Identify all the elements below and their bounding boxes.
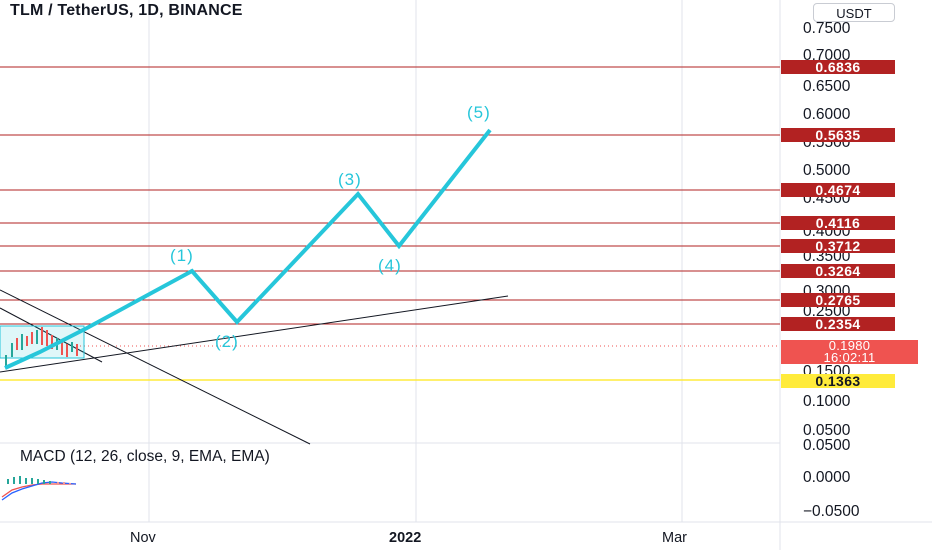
- macd-tick: −0.0500: [803, 503, 860, 520]
- wave-label-5[interactable]: (5): [467, 103, 491, 122]
- candle: [26, 336, 28, 346]
- price-tick: 0.2500: [803, 303, 851, 320]
- macd-tick: 0.0500: [803, 437, 851, 454]
- level-tag[interactable]: 0.5635: [781, 128, 895, 142]
- wave-label-3[interactable]: (3): [338, 170, 362, 189]
- macd-tick: 0.0000: [803, 469, 851, 486]
- level-tag[interactable]: 0.2765: [781, 293, 895, 307]
- price-tick: 0.0500: [803, 422, 851, 439]
- candle: [41, 327, 43, 345]
- time-label-mar: Mar: [662, 530, 687, 546]
- elliott-wave-path[interactable]: [4, 128, 492, 370]
- ascending-trendline[interactable]: [0, 295, 509, 373]
- candle: [5, 355, 7, 368]
- candlesticks: [5, 327, 78, 368]
- price-tick: 0.6500: [803, 78, 851, 95]
- level-tag[interactable]: 0.2354: [781, 317, 895, 331]
- candle: [11, 343, 13, 357]
- candle: [36, 330, 38, 344]
- candle: [31, 332, 33, 344]
- candle: [51, 335, 53, 349]
- candle: [46, 330, 48, 346]
- wave-label-4[interactable]: (4): [378, 256, 402, 275]
- level-tag[interactable]: 0.4116: [781, 216, 895, 230]
- macd-histogram: [7, 476, 51, 484]
- candle: [21, 334, 23, 350]
- descending-trendline[interactable]: [0, 289, 311, 445]
- price-tick: 0.6000: [803, 106, 851, 123]
- candle: [61, 341, 63, 355]
- price-tick: 0.7000: [803, 47, 851, 64]
- time-label-2022: 2022: [389, 530, 422, 546]
- level-tag[interactable]: 0.4674: [781, 183, 895, 197]
- trend-lines[interactable]: [0, 289, 509, 445]
- level-tag[interactable]: 0.3712: [781, 239, 895, 253]
- candle: [76, 344, 78, 356]
- current-price-tag: 0.1980 16:02:11: [781, 338, 918, 365]
- wave-label-2[interactable]: (2): [215, 332, 239, 351]
- macd-signal-line: [1, 483, 76, 498]
- current-price-value: 0.1980: [828, 338, 871, 353]
- macd-plot: [1, 476, 77, 501]
- candle: [71, 342, 73, 352]
- support-tag[interactable]: 0.1363: [781, 374, 895, 388]
- time-grid: [148, 0, 683, 522]
- macd-indicator-title[interactable]: MACD (12, 26, close, 9, EMA, EMA): [20, 448, 270, 465]
- level-tag[interactable]: 0.3264: [781, 264, 895, 278]
- time-label-nov: Nov: [130, 530, 156, 546]
- price-tick: 0.5000: [803, 162, 851, 179]
- wave-label-1[interactable]: (1): [170, 246, 194, 265]
- level-lines[interactable]: [0, 66, 780, 381]
- symbol-title[interactable]: TLM / TetherUS, 1D, BINANCE: [10, 2, 243, 19]
- macd-line: [1, 481, 77, 501]
- candle: [16, 338, 18, 350]
- price-tick: 0.1000: [803, 393, 851, 410]
- candle: [66, 344, 68, 357]
- level-tag[interactable]: 0.6836: [781, 60, 895, 74]
- currency-button[interactable]: USDT: [813, 3, 895, 22]
- price-tick: 0.7500: [803, 20, 851, 37]
- bar-countdown: 16:02:11: [823, 350, 876, 365]
